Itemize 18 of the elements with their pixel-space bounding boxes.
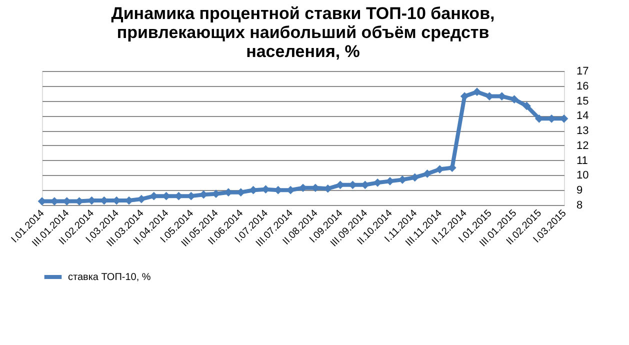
point (510, 95, 518, 104)
text: привлекающих наибольший объём средств (116, 23, 490, 42)
y-tick-label: 9 (576, 184, 583, 197)
point (472, 88, 482, 96)
y-tick-label: 17 (576, 66, 589, 78)
y-tick-label: 10 (576, 170, 589, 182)
legend-label: ставка ТОП-10, % (68, 272, 151, 283)
text: населения, % (246, 42, 360, 61)
y-tick-label: 8 (576, 200, 583, 212)
y-tick-label: 16 (576, 80, 589, 92)
y-tick-label: 13 (576, 125, 589, 138)
point (522, 102, 531, 110)
y-tick-label: 15 (576, 95, 589, 108)
y-tick-label: 11 (576, 154, 588, 167)
text: Динамика процентной ставки ТОП-10 банков, (111, 4, 495, 23)
y-tick-label: 12 (576, 140, 589, 152)
point (423, 170, 432, 178)
y-tick-label: 14 (576, 110, 589, 122)
